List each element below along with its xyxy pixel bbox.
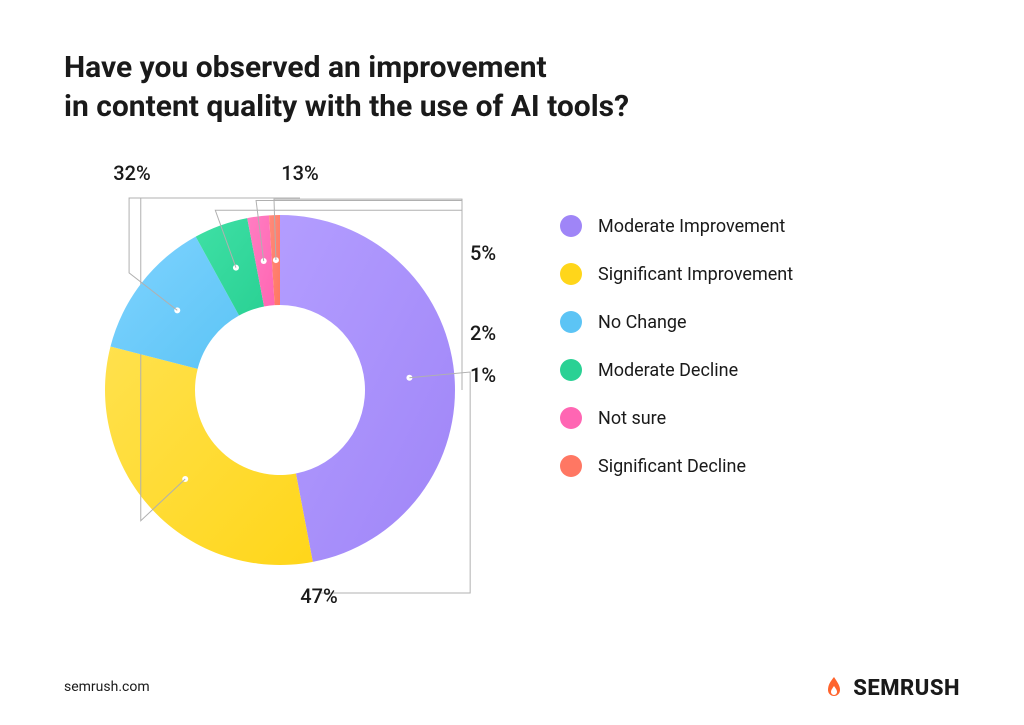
pct-label-significant_decline: 1% xyxy=(470,363,496,387)
legend: Moderate Improvement Significant Improvem… xyxy=(560,215,793,477)
pct-label-significant_improvement: 32% xyxy=(113,161,150,185)
donut-slice-significant_improvement xyxy=(105,346,313,565)
pct-label-moderate_decline: 5% xyxy=(470,241,496,265)
legend-swatch xyxy=(560,263,582,285)
page-root: Have you observed an improvement in cont… xyxy=(0,0,1024,725)
pct-label-moderate_improvement: 47% xyxy=(300,584,337,608)
legend-label: Moderate Improvement xyxy=(598,216,785,237)
legend-label: Significant Decline xyxy=(598,456,746,477)
legend-swatch xyxy=(560,407,582,429)
brand-name: SEMRUSH xyxy=(853,676,960,701)
chart-title: Have you observed an improvement in cont… xyxy=(64,48,629,126)
brand-logo: SEMRUSH xyxy=(821,675,960,701)
donut-chart: 47% 32% 13% 5% 2% 1% xyxy=(40,150,520,630)
legend-item-significant_improvement: Significant Improvement xyxy=(560,263,793,285)
donut-slice-moderate_improvement xyxy=(280,215,455,562)
legend-label: Moderate Decline xyxy=(598,360,738,381)
pct-label-no_change: 13% xyxy=(281,161,318,185)
legend-swatch xyxy=(560,215,582,237)
flame-icon xyxy=(821,675,847,701)
legend-label: Not sure xyxy=(598,408,666,429)
legend-item-no_change: No Change xyxy=(560,311,793,333)
legend-item-moderate_improvement: Moderate Improvement xyxy=(560,215,793,237)
legend-item-significant_decline: Significant Decline xyxy=(560,455,793,477)
legend-label: No Change xyxy=(598,312,687,333)
legend-swatch xyxy=(560,455,582,477)
legend-swatch xyxy=(560,359,582,381)
pct-label-not_sure: 2% xyxy=(470,321,496,345)
legend-item-not_sure: Not sure xyxy=(560,407,793,429)
legend-swatch xyxy=(560,311,582,333)
footer-source: semrush.com xyxy=(64,679,150,695)
legend-label: Significant Improvement xyxy=(598,264,793,285)
legend-item-moderate_decline: Moderate Decline xyxy=(560,359,793,381)
